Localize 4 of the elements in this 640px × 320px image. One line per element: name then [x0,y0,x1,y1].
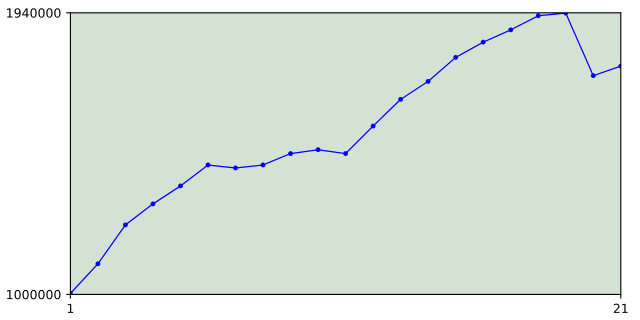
x-tick-label: 21 [614,304,628,313]
y-tick-label: 1940000 [7,8,61,18]
y-tick-label: 1000000 [7,290,61,300]
x-tick-label: 1 [68,304,74,313]
